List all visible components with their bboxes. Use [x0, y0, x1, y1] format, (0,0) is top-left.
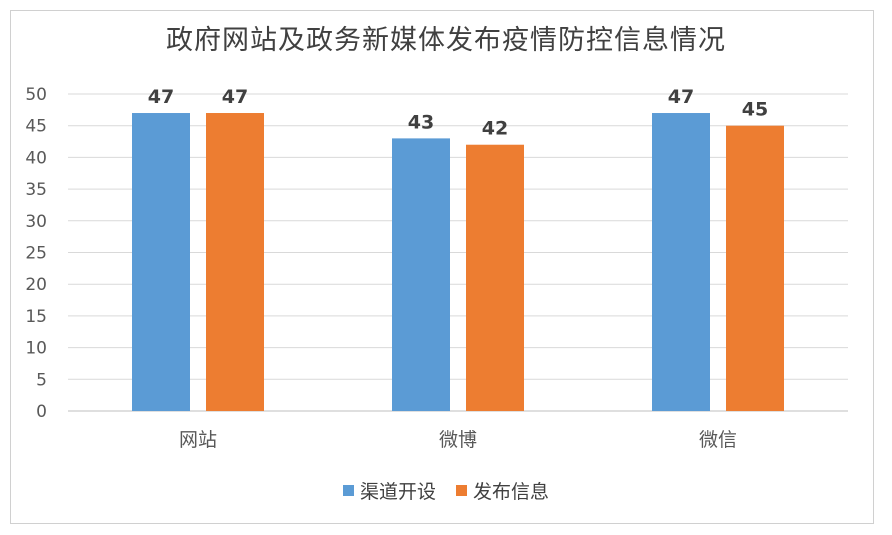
y-tick-label: 10: [25, 339, 47, 359]
legend-swatch-series-1: [342, 485, 354, 496]
data-label: 43: [408, 111, 434, 133]
y-tick-label: 25: [25, 244, 47, 264]
y-tick-label: 35: [25, 180, 47, 200]
y-tick-label: 50: [25, 85, 47, 105]
y-tick-label: 0: [36, 402, 47, 422]
y-tick-label: 15: [25, 307, 47, 327]
bar: [652, 113, 710, 412]
legend-label-series-2: 发布信息: [473, 481, 550, 503]
bar: [206, 113, 264, 412]
bar: [392, 138, 450, 411]
bar: [466, 144, 524, 411]
legend: 渠道开设 发布信息: [0, 477, 892, 504]
data-label: 47: [148, 86, 174, 108]
y-tick-label: 45: [25, 117, 47, 137]
legend-swatch-series-2: [456, 485, 467, 496]
legend-item-series-1: 渠道开设: [342, 477, 436, 504]
data-label: 45: [742, 99, 768, 121]
data-label: 47: [668, 86, 694, 108]
y-tick-label: 40: [25, 148, 47, 168]
data-label: 47: [222, 86, 248, 108]
bar: [726, 125, 784, 411]
y-tick-label: 5: [36, 370, 47, 390]
x-tick-label: 网站: [179, 429, 217, 451]
bar: [132, 113, 190, 412]
x-tick-label: 微博: [439, 429, 477, 451]
legend-item-series-2: 发布信息: [456, 477, 549, 504]
data-label: 42: [482, 118, 508, 140]
x-tick-label: 微信: [699, 429, 737, 451]
y-tick-label: 20: [25, 275, 47, 295]
chart-title: 政府网站及政务新媒体发布疫情防控信息情况: [166, 25, 726, 56]
y-tick-label: 30: [25, 212, 47, 232]
legend-label-series-1: 渠道开设: [359, 481, 436, 503]
